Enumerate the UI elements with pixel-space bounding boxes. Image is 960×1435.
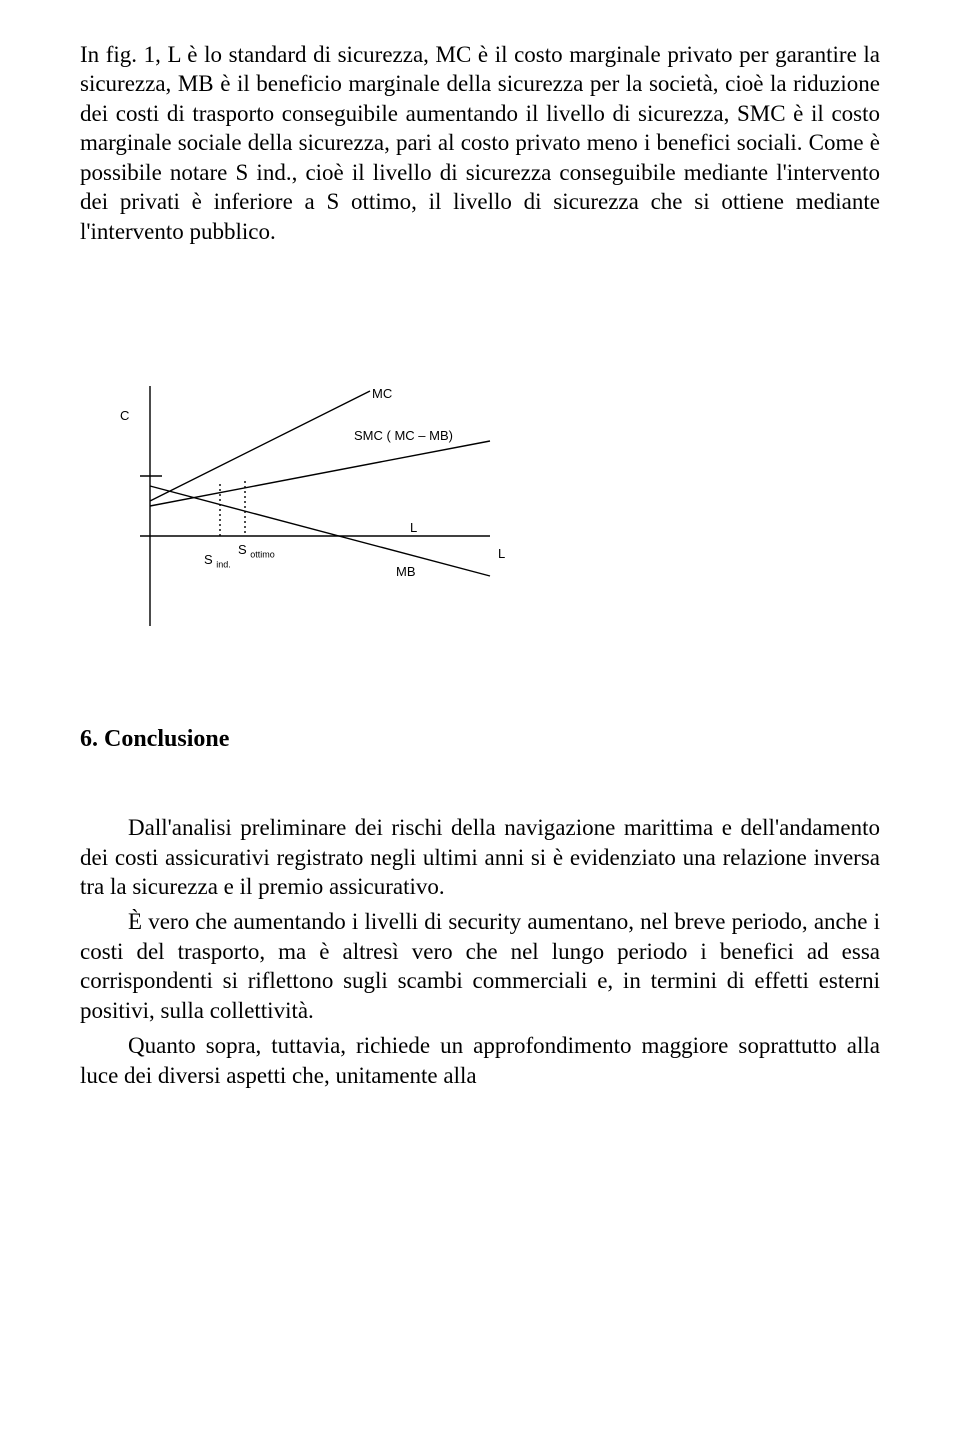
chart-label-l1: L	[410, 520, 417, 535]
chart-label-mb: MB	[396, 564, 416, 579]
economics-chart: C MC SMC ( MC – MB) L L MB S ind. S otti…	[110, 386, 530, 646]
body-paragraph-1: In fig. 1, L è lo standard di sicurezza,…	[80, 40, 880, 246]
chart-label-smc: SMC ( MC – MB)	[354, 428, 453, 443]
body-paragraph-3: È vero che aumentando i livelli di secur…	[80, 907, 880, 1025]
body-paragraph-2: Dall'analisi preliminare dei rischi dell…	[80, 813, 880, 901]
chart-label-l2: L	[498, 546, 505, 561]
chart-label-s-ind: S ind.	[204, 552, 231, 570]
chart-label-c: C	[120, 408, 129, 423]
chart-svg	[110, 386, 530, 646]
chart-label-s-ottimo: S ottimo	[238, 542, 275, 560]
chart-label-mc: MC	[372, 386, 392, 401]
section-heading-conclusione: 6. Conclusione	[80, 726, 880, 753]
body-paragraph-4: Quanto sopra, tuttavia, richiede un appr…	[80, 1031, 880, 1090]
